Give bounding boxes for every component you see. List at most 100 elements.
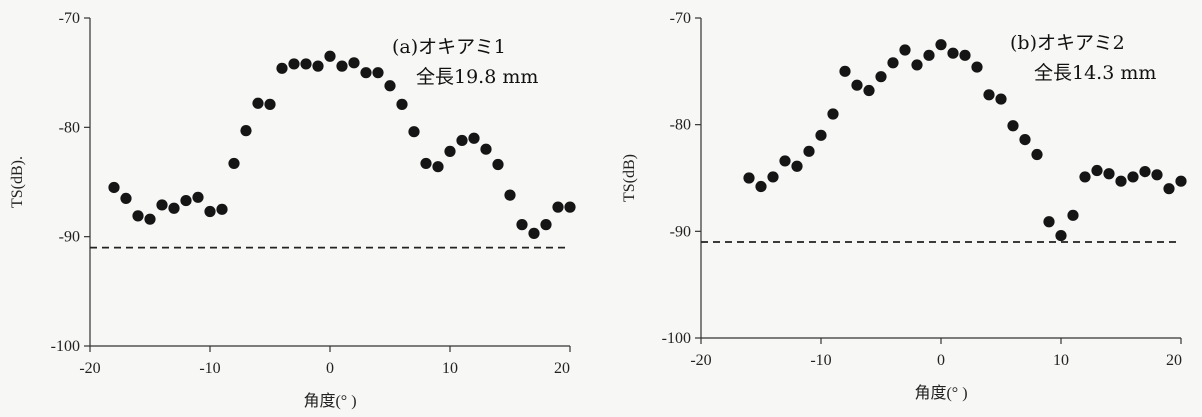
data-point <box>252 97 264 109</box>
data-point <box>432 161 444 173</box>
data-point <box>336 60 348 72</box>
y-tick-label: -90 <box>670 223 691 240</box>
data-point <box>839 65 851 77</box>
x-axis-title: 角度(° ) <box>303 392 356 410</box>
data-point <box>360 67 372 79</box>
y-axis-title: TS(dB). <box>9 156 26 208</box>
x-tick-label: 10 <box>1053 352 1069 369</box>
data-point <box>1127 171 1139 183</box>
y-tick-label: -90 <box>59 229 80 246</box>
y-tick-label: -80 <box>670 117 691 134</box>
data-point <box>1163 183 1175 195</box>
data-point <box>564 201 576 213</box>
data-point <box>456 134 468 147</box>
data-point <box>971 61 983 73</box>
data-point <box>1139 166 1151 178</box>
data-point <box>180 194 192 207</box>
data-point <box>875 71 887 83</box>
data-point <box>803 145 815 157</box>
data-point <box>1175 175 1187 187</box>
y-tick-label: -100 <box>662 330 691 347</box>
y-axis-title: TS(dB) <box>621 154 638 202</box>
data-point <box>1091 164 1103 177</box>
data-point <box>995 93 1007 105</box>
data-point <box>911 59 923 71</box>
data-point <box>552 201 564 213</box>
data-point <box>288 58 300 70</box>
data-point <box>216 203 228 215</box>
data-point <box>348 57 360 69</box>
data-point <box>887 57 899 69</box>
data-point <box>755 180 767 193</box>
data-point <box>516 219 528 231</box>
data-point <box>480 143 492 155</box>
panel-label: (b)オキアミ2 <box>1010 32 1125 54</box>
data-point <box>168 202 180 214</box>
data-point <box>264 98 276 110</box>
data-point <box>132 210 144 222</box>
data-point <box>1019 134 1031 146</box>
data-point <box>1079 171 1091 183</box>
data-point <box>1067 209 1079 221</box>
data-point <box>324 50 336 62</box>
data-point <box>396 98 408 110</box>
data-point <box>240 125 252 137</box>
data-point <box>144 213 156 225</box>
x-tick-label: 20 <box>554 360 570 377</box>
data-point <box>923 49 935 61</box>
data-point <box>863 84 875 97</box>
data-point <box>384 80 396 92</box>
data-point <box>851 79 863 91</box>
y-tick-label: -70 <box>670 10 691 27</box>
data-point <box>108 181 120 194</box>
y-tick-label: -100 <box>51 338 80 355</box>
x-tick-label: 20 <box>1166 352 1182 369</box>
length-annotation: 全長14.3 mm <box>1034 62 1156 84</box>
data-point <box>947 47 959 59</box>
x-tick-label: 0 <box>326 360 334 377</box>
data-point <box>1151 169 1163 181</box>
data-point <box>1103 168 1115 180</box>
x-tick-label: -20 <box>79 360 100 377</box>
data-point <box>504 189 516 201</box>
x-tick-label: -10 <box>810 352 831 369</box>
data-point <box>276 62 288 74</box>
data-point <box>408 126 420 138</box>
data-point <box>372 67 384 79</box>
y-tick-label: -80 <box>59 119 80 136</box>
data-point <box>420 157 432 170</box>
data-point <box>228 157 240 170</box>
x-tick-label: 10 <box>442 360 458 377</box>
data-point <box>815 129 827 141</box>
x-tick-label: -10 <box>199 360 220 377</box>
data-point <box>779 155 791 167</box>
data-point <box>743 172 755 184</box>
data-point <box>540 219 552 231</box>
data-point <box>767 171 779 183</box>
data-point <box>156 199 168 211</box>
panel-label: (a)オキアミ1 <box>392 36 506 58</box>
data-point <box>192 191 204 203</box>
x-axis-title: 角度(° ) <box>914 384 967 402</box>
data-point <box>983 89 995 101</box>
data-point <box>1115 175 1127 187</box>
data-point <box>935 39 947 51</box>
data-point <box>312 60 324 72</box>
data-point <box>959 49 971 61</box>
x-tick-label: -20 <box>690 352 711 369</box>
data-point <box>492 158 504 171</box>
x-tick-label: 0 <box>937 352 945 369</box>
data-point <box>1043 216 1055 228</box>
data-point <box>300 58 312 70</box>
data-point <box>827 108 839 120</box>
data-point <box>204 205 216 218</box>
y-tick-label: -70 <box>59 10 80 27</box>
data-point <box>1055 230 1067 242</box>
data-point <box>1031 148 1043 161</box>
data-point <box>444 145 456 157</box>
length-annotation: 全長19.8 mm <box>416 66 538 88</box>
